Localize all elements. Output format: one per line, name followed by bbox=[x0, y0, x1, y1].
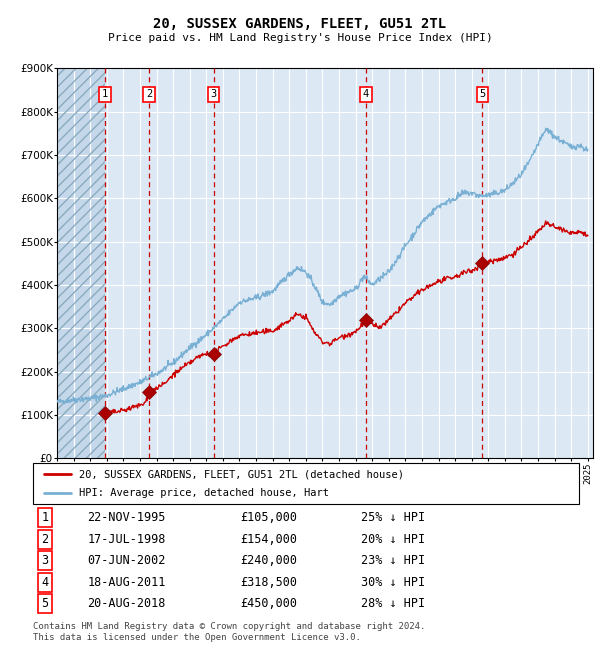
Text: 5: 5 bbox=[479, 89, 485, 99]
Text: 30% ↓ HPI: 30% ↓ HPI bbox=[361, 576, 425, 589]
Text: £450,000: £450,000 bbox=[241, 597, 298, 610]
Text: £240,000: £240,000 bbox=[241, 554, 298, 567]
Text: 1: 1 bbox=[41, 511, 49, 524]
Text: 20-AUG-2018: 20-AUG-2018 bbox=[88, 597, 166, 610]
Text: 2: 2 bbox=[41, 533, 49, 546]
Text: 20% ↓ HPI: 20% ↓ HPI bbox=[361, 533, 425, 546]
Text: 07-JUN-2002: 07-JUN-2002 bbox=[88, 554, 166, 567]
Text: 28% ↓ HPI: 28% ↓ HPI bbox=[361, 597, 425, 610]
Text: 22-NOV-1995: 22-NOV-1995 bbox=[88, 511, 166, 524]
Text: Contains HM Land Registry data © Crown copyright and database right 2024.
This d: Contains HM Land Registry data © Crown c… bbox=[33, 622, 425, 642]
Text: £105,000: £105,000 bbox=[241, 511, 298, 524]
Text: 1: 1 bbox=[102, 89, 108, 99]
Text: £154,000: £154,000 bbox=[241, 533, 298, 546]
Text: 20, SUSSEX GARDENS, FLEET, GU51 2TL (detached house): 20, SUSSEX GARDENS, FLEET, GU51 2TL (det… bbox=[79, 469, 404, 479]
Bar bbox=[57, 68, 105, 458]
Text: 17-JUL-1998: 17-JUL-1998 bbox=[88, 533, 166, 546]
Text: Price paid vs. HM Land Registry's House Price Index (HPI): Price paid vs. HM Land Registry's House … bbox=[107, 33, 493, 44]
Text: 4: 4 bbox=[363, 89, 369, 99]
Text: £318,500: £318,500 bbox=[241, 576, 298, 589]
Text: 4: 4 bbox=[41, 576, 49, 589]
Text: 5: 5 bbox=[41, 597, 49, 610]
FancyBboxPatch shape bbox=[33, 463, 579, 504]
Text: 23% ↓ HPI: 23% ↓ HPI bbox=[361, 554, 425, 567]
Text: 2: 2 bbox=[146, 89, 152, 99]
Text: 18-AUG-2011: 18-AUG-2011 bbox=[88, 576, 166, 589]
Text: HPI: Average price, detached house, Hart: HPI: Average price, detached house, Hart bbox=[79, 488, 329, 498]
Text: 20, SUSSEX GARDENS, FLEET, GU51 2TL: 20, SUSSEX GARDENS, FLEET, GU51 2TL bbox=[154, 17, 446, 31]
Text: 25% ↓ HPI: 25% ↓ HPI bbox=[361, 511, 425, 524]
Text: 3: 3 bbox=[41, 554, 49, 567]
Text: 3: 3 bbox=[211, 89, 217, 99]
